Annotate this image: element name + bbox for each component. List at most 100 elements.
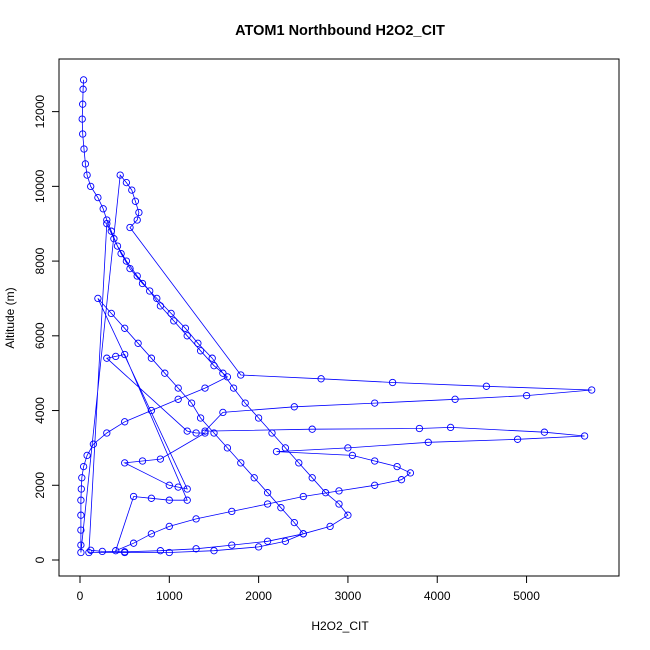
data-point <box>133 216 141 224</box>
data-point <box>79 462 88 471</box>
data-point <box>263 500 272 508</box>
y-axis-label: Altitude (m) <box>3 287 17 348</box>
data-point <box>540 428 549 436</box>
data-point <box>415 424 424 433</box>
data-point <box>79 130 87 138</box>
data-point <box>406 469 415 477</box>
data-point <box>87 546 95 554</box>
data-point <box>308 474 316 482</box>
data-point <box>147 494 156 502</box>
data-point <box>77 541 85 549</box>
data-point <box>308 425 316 433</box>
data-point <box>79 100 87 108</box>
data-point <box>98 547 106 556</box>
data-point <box>299 530 307 538</box>
data-point <box>129 492 138 501</box>
data-series <box>77 76 596 557</box>
y-tick-label: 2000 <box>33 472 47 499</box>
data-point <box>128 186 136 194</box>
data-point <box>131 197 140 205</box>
data-point <box>103 354 111 362</box>
data-point <box>371 399 379 407</box>
data-point <box>228 507 236 516</box>
data-point <box>77 496 85 504</box>
data-point <box>121 350 129 359</box>
data-point <box>138 279 147 288</box>
data-point <box>183 485 191 493</box>
data-point <box>299 492 307 501</box>
data-point <box>254 414 263 422</box>
data-point <box>482 382 491 390</box>
data-point <box>153 294 161 303</box>
data-point <box>117 249 125 258</box>
data-point <box>344 511 352 519</box>
data-point <box>174 384 182 392</box>
data-point <box>79 76 88 84</box>
data-point <box>77 526 85 534</box>
data-point <box>237 459 245 467</box>
data-point <box>201 429 209 437</box>
data-point <box>183 427 191 435</box>
data-point <box>94 294 102 303</box>
data-point <box>133 272 141 280</box>
data-point <box>87 182 95 191</box>
x-tick-label: 3000 <box>335 589 362 603</box>
data-point <box>393 462 401 471</box>
x-tick-label: 4000 <box>424 589 451 603</box>
data-point <box>83 171 91 179</box>
data-point <box>112 547 120 555</box>
y-tick-label: 0 <box>33 556 47 563</box>
data-point <box>170 317 178 325</box>
data-point <box>94 193 102 202</box>
data-point <box>290 403 298 411</box>
data-point <box>135 208 143 217</box>
data-point <box>348 451 357 460</box>
data-point <box>580 432 589 440</box>
data-point <box>281 537 290 545</box>
data-point <box>223 444 232 452</box>
data-point <box>223 373 232 381</box>
data-point <box>290 518 298 527</box>
data-point <box>192 429 200 437</box>
data-point <box>156 455 165 463</box>
data-point <box>147 530 156 538</box>
data-point <box>181 324 190 332</box>
data-point <box>78 115 86 123</box>
data-point <box>156 547 165 555</box>
y-tick-label: 4000 <box>33 397 47 424</box>
x-tick-label: 5000 <box>513 589 540 603</box>
data-point <box>146 287 154 295</box>
data-point <box>122 257 131 265</box>
data-point <box>201 427 209 435</box>
data-point <box>110 235 118 243</box>
data-point <box>210 429 218 437</box>
data-point <box>344 444 352 452</box>
data-point <box>174 395 182 403</box>
data-point <box>165 548 173 557</box>
data-point <box>272 447 281 456</box>
data-point <box>83 451 91 460</box>
data-point <box>167 309 175 318</box>
data-point <box>219 369 227 377</box>
data-point <box>254 543 263 551</box>
data-point <box>241 399 249 407</box>
data-point <box>77 511 85 519</box>
data-point <box>183 332 191 340</box>
data-point <box>196 414 205 422</box>
x-axis: 0 1000 2000 3000 4000 5000 <box>77 575 540 603</box>
data-point <box>321 489 330 497</box>
data-point <box>99 205 107 213</box>
y-axis: 0 2000 4000 6000 8000 10000 12000 <box>33 95 60 563</box>
data-point <box>89 440 98 448</box>
data-point <box>210 547 218 555</box>
data-point <box>371 457 379 465</box>
data-point <box>113 242 122 250</box>
data-point <box>107 309 115 318</box>
data-point <box>122 178 131 187</box>
data-point <box>388 378 397 387</box>
data-point <box>103 429 111 437</box>
data-point <box>187 399 196 407</box>
data-point <box>161 369 169 377</box>
data-point <box>229 384 238 392</box>
